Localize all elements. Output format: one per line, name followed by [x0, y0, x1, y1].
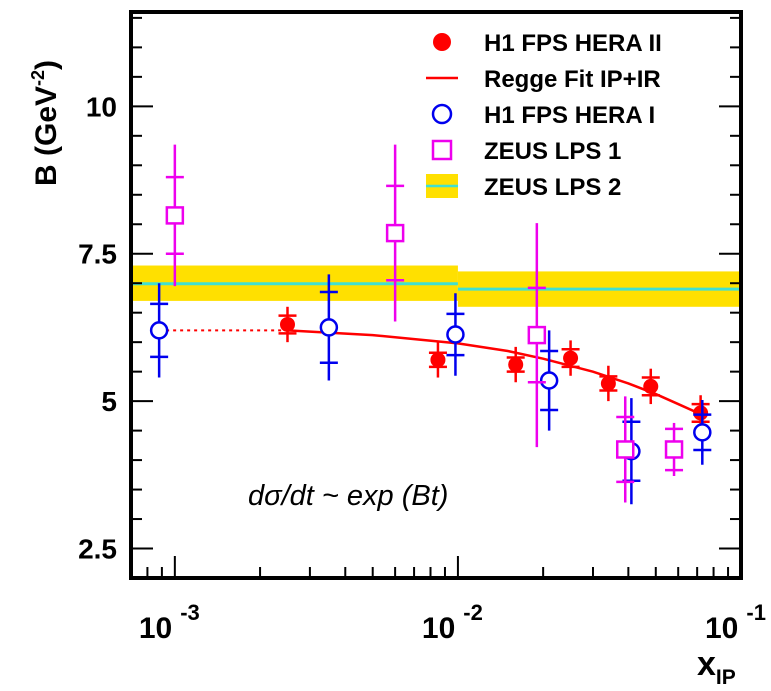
y-axis-label-close: ) — [30, 60, 63, 70]
h1-fps-hera-ii-point-3 — [506, 346, 525, 383]
h1-fps-hera-ii-point-5 — [599, 365, 618, 402]
h1-fps-hera-i-point-3 — [446, 293, 465, 376]
legend-symbol-h1-fps-hera-ii — [433, 33, 451, 51]
legend-symbol-zeus-lps-1 — [431, 139, 453, 161]
h1-fps-hera-ii-point-6 — [641, 368, 660, 405]
h1-fps-hera-i-marker-3 — [446, 325, 465, 344]
x-axis-label-subscript: IP — [716, 666, 736, 689]
zeus-lps-1-marker-1 — [165, 206, 185, 225]
y-axis-label-exponent: -2 — [28, 70, 48, 86]
h1-fps-hera-ii-marker-4 — [563, 350, 579, 366]
h1-fps-hera-i-marker-2 — [319, 318, 339, 337]
zeus-lps-1-point-3 — [527, 223, 547, 448]
fit-layer — [159, 329, 702, 416]
h1-fps-hera-ii-marker-1 — [279, 316, 295, 332]
zeus-lps-1-marker-2 — [385, 223, 405, 243]
h1-fps-hera-i-point-2 — [319, 274, 339, 381]
h1-fps-hera-ii-point-2 — [428, 342, 447, 378]
h1-fps-hera-i-point-1 — [149, 283, 169, 378]
x-tick-label-exponent-3: -1 — [746, 600, 766, 625]
formula-annotation: dσ/dt ~ exp (Bt) — [248, 480, 448, 512]
y-axis-label: B (GeV-2) — [28, 60, 63, 186]
zeus-lps-1-marker-5 — [664, 440, 684, 459]
h1-fps-hera-i-marker-1 — [149, 321, 169, 340]
x-tick-label-2: 10 -2 — [422, 600, 483, 645]
y-tick-label-2: 5 — [101, 386, 117, 417]
y-tick-labels: 2.5 5 7.5 10 — [78, 91, 117, 564]
y-tick-label-3: 7.5 — [78, 239, 117, 270]
zeus-lps-1-marker-4 — [615, 440, 635, 459]
zeus-lps-1-point-2 — [385, 144, 405, 322]
x-tick-label-base-1: 10 — [139, 612, 172, 645]
h1-fps-hera-ii-point-7 — [691, 395, 710, 431]
x-axis-label: xIP — [697, 645, 736, 689]
legend-label-regge-fit-ip-ir: Regge Fit IP+IR — [484, 66, 661, 93]
h1-fps-hera-ii-point-1 — [278, 306, 297, 343]
x-tick-labels: 10 -3 10 -2 10 -1 — [139, 600, 766, 645]
zeus-lps-1-marker-3 — [527, 325, 547, 345]
plot-frame — [129, 10, 743, 580]
x-tick-label-base-3: 10 — [705, 612, 738, 645]
h1-fps-hera-i-point-6 — [693, 399, 712, 465]
fit-curve-solid — [287, 329, 702, 416]
h1-fps-hera-ii-marker-3 — [508, 357, 524, 373]
h1-fps-hera-ii-marker-6 — [643, 378, 659, 394]
legend-label-h1-fps-hera-ii: H1 FPS HERA II — [484, 30, 662, 57]
h1-fps-hera-ii-marker-5 — [600, 375, 616, 391]
h1-fps-hera-ii-marker-2 — [430, 352, 446, 368]
legend-label-zeus-lps-2: ZEUS LPS 2 — [484, 174, 621, 201]
x-tick-label-base-2: 10 — [422, 612, 455, 645]
legend: H1 FPS HERA II Regge Fit IP+IR H1 FPS HERA… — [426, 30, 662, 201]
zeus-lps-1-point-5 — [664, 422, 684, 477]
legend-label-zeus-lps-1: ZEUS LPS 1 — [484, 138, 621, 165]
h1-fps-hera-i-point-4 — [539, 330, 559, 431]
legend-label-h1-fps-hera-i: H1 FPS HERA I — [484, 102, 655, 129]
x-tick-label-3: 10 -1 — [705, 600, 766, 645]
x-axis-label-main: x — [697, 645, 716, 683]
legend-symbol-h1-fps-hera-i — [431, 103, 453, 125]
h1-fps-hera-i-marker-6 — [693, 423, 712, 442]
y-axis-label-main: B (GeV — [30, 86, 63, 186]
h1-fps-hera-ii-point-4 — [561, 340, 580, 376]
zeus-lps-1-point-4 — [615, 396, 635, 503]
zeus-lps-1-point-1 — [165, 144, 185, 287]
y-tick-label-4: 10 — [86, 91, 117, 122]
x-tick-label-1: 10 -3 — [139, 600, 200, 645]
x-tick-label-exponent-2: -2 — [463, 600, 483, 625]
h1-fps-hera-ii-marker-7 — [693, 405, 709, 421]
h1-fps-hera-i-marker-4 — [539, 371, 559, 390]
bands-layer — [131, 265, 741, 307]
y-tick-label-1: 2.5 — [78, 534, 117, 565]
points-layer — [149, 144, 712, 505]
x-tick-label-exponent-1: -3 — [180, 600, 200, 625]
